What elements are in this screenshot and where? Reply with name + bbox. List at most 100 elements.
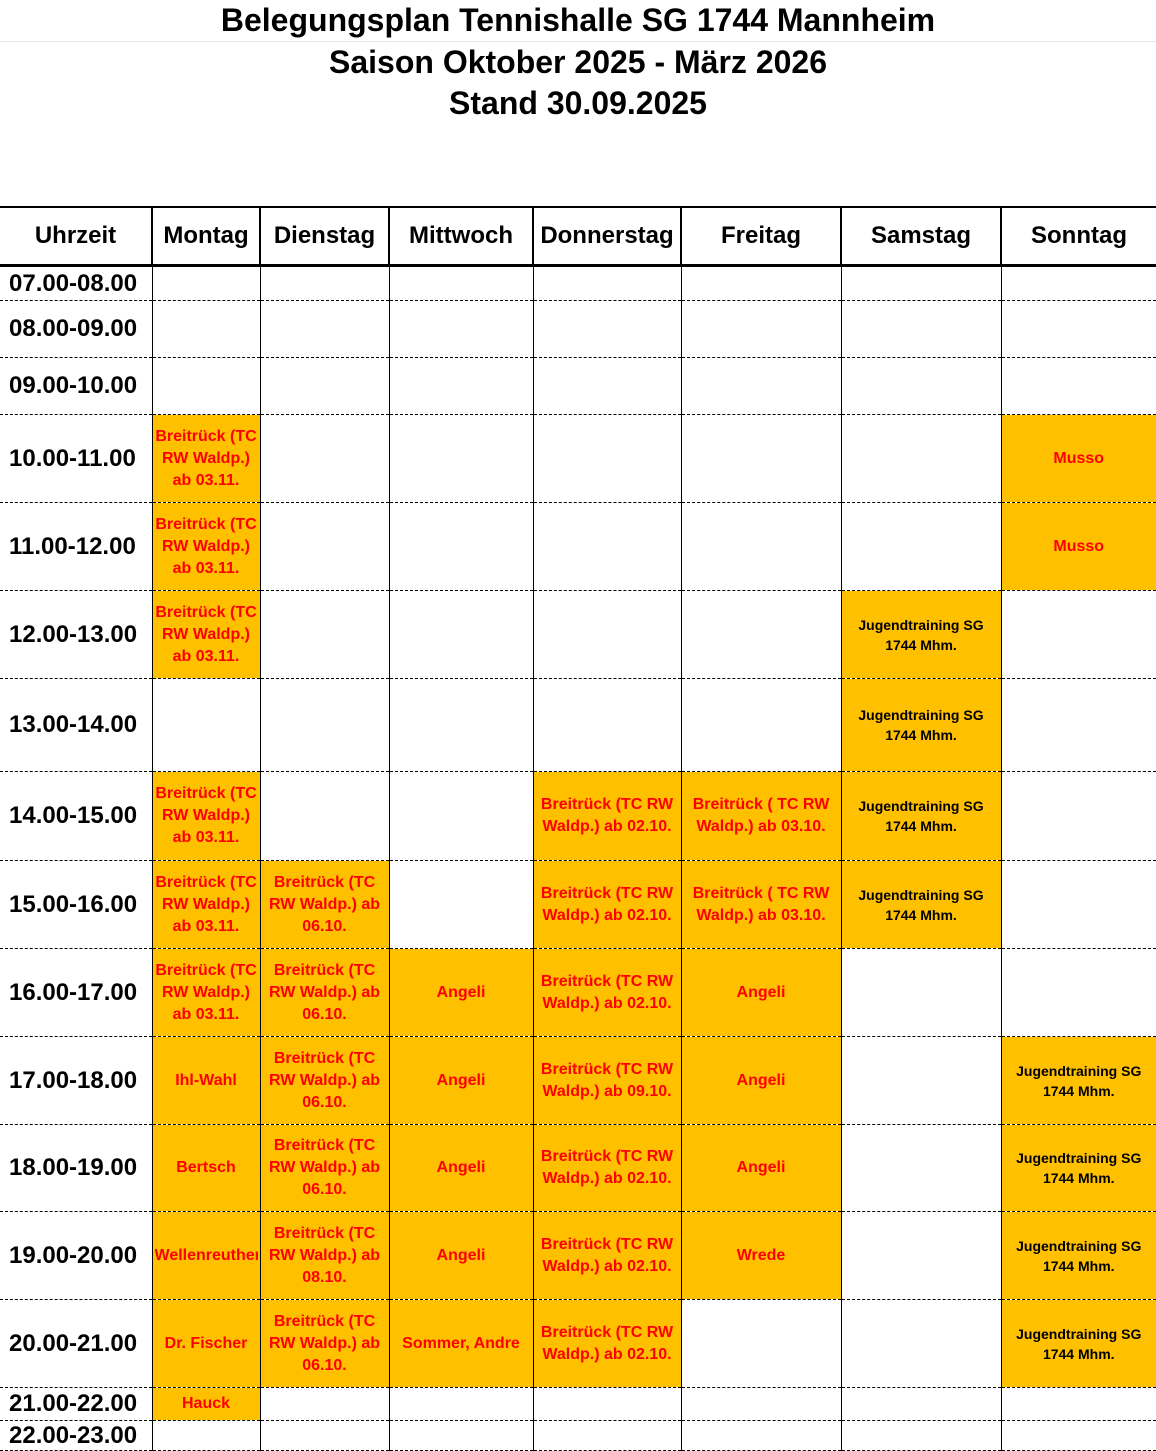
schedule-cell-donnerstag[interactable] (532, 265, 681, 301)
schedule-cell-samstag[interactable] (840, 414, 1001, 503)
schedule-cell-freitag[interactable]: Wrede (680, 1211, 841, 1300)
schedule-cell-samstag[interactable] (840, 502, 1001, 591)
schedule-cell-freitag[interactable] (680, 502, 841, 591)
schedule-cell-dienstag[interactable]: Breitrück (TC RW Waldp.) ab 06.10. (259, 1036, 389, 1125)
schedule-cell-donnerstag[interactable] (532, 590, 681, 679)
schedule-cell-sonntag[interactable]: Jugendtraining SG 1744 Mhm. (1000, 1211, 1156, 1300)
schedule-cell-sonntag[interactable]: Musso (1000, 414, 1156, 503)
schedule-cell-montag[interactable] (151, 300, 260, 358)
schedule-cell-samstag[interactable] (840, 265, 1001, 301)
schedule-cell-donnerstag[interactable]: Breitrück (TC RW Waldp.) ab 02.10. (532, 860, 681, 949)
schedule-cell-dienstag[interactable] (259, 1420, 389, 1451)
schedule-cell-donnerstag[interactable] (532, 678, 681, 772)
schedule-cell-freitag[interactable]: Breitrück ( TC RW Waldp.) ab 03.10. (680, 771, 841, 861)
schedule-cell-freitag[interactable] (680, 1420, 841, 1451)
schedule-cell-donnerstag[interactable]: Breitrück (TC RW Waldp.) ab 02.10. (532, 1124, 681, 1212)
schedule-cell-sonntag[interactable] (1000, 678, 1156, 772)
schedule-cell-montag[interactable]: Breitrück (TC RW Waldp.) ab 03.11. (151, 771, 260, 861)
schedule-cell-sonntag[interactable] (1000, 590, 1156, 679)
schedule-cell-dienstag[interactable] (259, 300, 389, 358)
schedule-cell-montag[interactable]: Ihl-Wahl (151, 1036, 260, 1125)
schedule-cell-donnerstag[interactable] (532, 300, 681, 358)
schedule-cell-dienstag[interactable] (259, 771, 389, 861)
schedule-cell-samstag[interactable] (840, 1420, 1001, 1451)
schedule-cell-freitag[interactable] (680, 357, 841, 415)
schedule-cell-mittwoch[interactable] (388, 1387, 533, 1421)
schedule-cell-samstag[interactable] (840, 948, 1001, 1037)
schedule-cell-sonntag[interactable] (1000, 860, 1156, 949)
schedule-cell-donnerstag[interactable] (532, 1420, 681, 1451)
schedule-cell-montag[interactable]: Breitrück (TC RW Waldp.) ab 03.11. (151, 590, 260, 679)
schedule-cell-freitag[interactable] (680, 1387, 841, 1421)
schedule-cell-freitag[interactable]: Breitrück ( TC RW Waldp.) ab 03.10. (680, 860, 841, 949)
schedule-cell-sonntag[interactable]: Jugendtraining SG 1744 Mhm. (1000, 1036, 1156, 1125)
schedule-cell-sonntag[interactable] (1000, 1420, 1156, 1451)
schedule-cell-mittwoch[interactable] (388, 678, 533, 772)
schedule-cell-sonntag[interactable] (1000, 771, 1156, 861)
schedule-cell-donnerstag[interactable] (532, 502, 681, 591)
schedule-cell-mittwoch[interactable] (388, 502, 533, 591)
schedule-cell-montag[interactable]: Dr. Fischer (151, 1299, 260, 1388)
schedule-cell-sonntag[interactable] (1000, 1387, 1156, 1421)
schedule-cell-donnerstag[interactable]: Breitrück (TC RW Waldp.) ab 09.10. (532, 1036, 681, 1125)
schedule-cell-dienstag[interactable]: Breitrück (TC RW Waldp.) ab 08.10. (259, 1211, 389, 1300)
schedule-cell-montag[interactable]: Breitrück (TC RW Waldp.) ab 03.11. (151, 948, 260, 1037)
schedule-cell-montag[interactable] (151, 1420, 260, 1451)
schedule-cell-freitag[interactable] (680, 678, 841, 772)
schedule-cell-montag[interactable] (151, 265, 260, 301)
schedule-cell-samstag[interactable] (840, 1387, 1001, 1421)
schedule-cell-samstag[interactable] (840, 1211, 1001, 1300)
schedule-cell-samstag[interactable]: Jugendtraining SG 1744 Mhm. (840, 590, 1001, 679)
schedule-cell-samstag[interactable] (840, 357, 1001, 415)
schedule-cell-mittwoch[interactable]: Angeli (388, 1124, 533, 1212)
schedule-cell-montag[interactable]: Breitrück (TC RW Waldp.) ab 03.11. (151, 860, 260, 949)
schedule-cell-samstag[interactable] (840, 300, 1001, 358)
schedule-cell-dienstag[interactable]: Breitrück (TC RW Waldp.) ab 06.10. (259, 1124, 389, 1212)
schedule-cell-mittwoch[interactable] (388, 300, 533, 358)
schedule-cell-mittwoch[interactable] (388, 414, 533, 503)
schedule-cell-dienstag[interactable] (259, 414, 389, 503)
schedule-cell-mittwoch[interactable]: Angeli (388, 948, 533, 1037)
schedule-cell-samstag[interactable] (840, 1299, 1001, 1388)
schedule-cell-freitag[interactable] (680, 265, 841, 301)
schedule-cell-sonntag[interactable]: Jugendtraining SG 1744 Mhm. (1000, 1299, 1156, 1388)
schedule-cell-freitag[interactable] (680, 414, 841, 503)
schedule-cell-samstag[interactable]: Jugendtraining SG 1744 Mhm. (840, 860, 1001, 949)
schedule-cell-samstag[interactable] (840, 1124, 1001, 1212)
schedule-cell-dienstag[interactable] (259, 1387, 389, 1421)
schedule-cell-freitag[interactable] (680, 1299, 841, 1388)
schedule-cell-montag[interactable]: Hauck (151, 1387, 260, 1421)
schedule-cell-mittwoch[interactable] (388, 265, 533, 301)
schedule-cell-dienstag[interactable] (259, 502, 389, 591)
schedule-cell-dienstag[interactable] (259, 590, 389, 679)
schedule-cell-mittwoch[interactable] (388, 771, 533, 861)
schedule-cell-samstag[interactable] (840, 1036, 1001, 1125)
schedule-cell-sonntag[interactable]: Musso (1000, 502, 1156, 591)
schedule-cell-montag[interactable]: Breitrück (TC RW Waldp.) ab 03.11. (151, 502, 260, 591)
schedule-cell-montag[interactable]: Breitrück (TC RW Waldp.) ab 03.11. (151, 414, 260, 503)
schedule-cell-sonntag[interactable] (1000, 300, 1156, 358)
schedule-cell-mittwoch[interactable] (388, 590, 533, 679)
schedule-cell-donnerstag[interactable]: Breitrück (TC RW Waldp.) ab 02.10. (532, 1211, 681, 1300)
schedule-cell-dienstag[interactable] (259, 265, 389, 301)
schedule-cell-donnerstag[interactable] (532, 414, 681, 503)
schedule-cell-dienstag[interactable] (259, 678, 389, 772)
schedule-cell-dienstag[interactable]: Breitrück (TC RW Waldp.) ab 06.10. (259, 948, 389, 1037)
schedule-cell-donnerstag[interactable]: Breitrück (TC RW Waldp.) ab 02.10. (532, 948, 681, 1037)
schedule-cell-dienstag[interactable] (259, 357, 389, 415)
schedule-cell-donnerstag[interactable] (532, 357, 681, 415)
schedule-cell-mittwoch[interactable]: Sommer, Andre (388, 1299, 533, 1388)
schedule-cell-mittwoch[interactable] (388, 357, 533, 415)
schedule-cell-sonntag[interactable] (1000, 357, 1156, 415)
schedule-cell-freitag[interactable] (680, 300, 841, 358)
schedule-cell-mittwoch[interactable]: Angeli (388, 1211, 533, 1300)
schedule-cell-sonntag[interactable]: Jugendtraining SG 1744 Mhm. (1000, 1124, 1156, 1212)
schedule-cell-freitag[interactable]: Angeli (680, 1124, 841, 1212)
schedule-cell-dienstag[interactable]: Breitrück (TC RW Waldp.) ab 06.10. (259, 1299, 389, 1388)
schedule-cell-montag[interactable]: Wellenreuther (151, 1211, 260, 1300)
schedule-cell-samstag[interactable]: Jugendtraining SG 1744 Mhm. (840, 771, 1001, 861)
schedule-cell-dienstag[interactable]: Breitrück (TC RW Waldp.) ab 06.10. (259, 860, 389, 949)
schedule-cell-donnerstag[interactable] (532, 1387, 681, 1421)
schedule-cell-donnerstag[interactable]: Breitrück (TC RW Waldp.) ab 02.10. (532, 1299, 681, 1388)
schedule-cell-samstag[interactable]: Jugendtraining SG 1744 Mhm. (840, 678, 1001, 772)
